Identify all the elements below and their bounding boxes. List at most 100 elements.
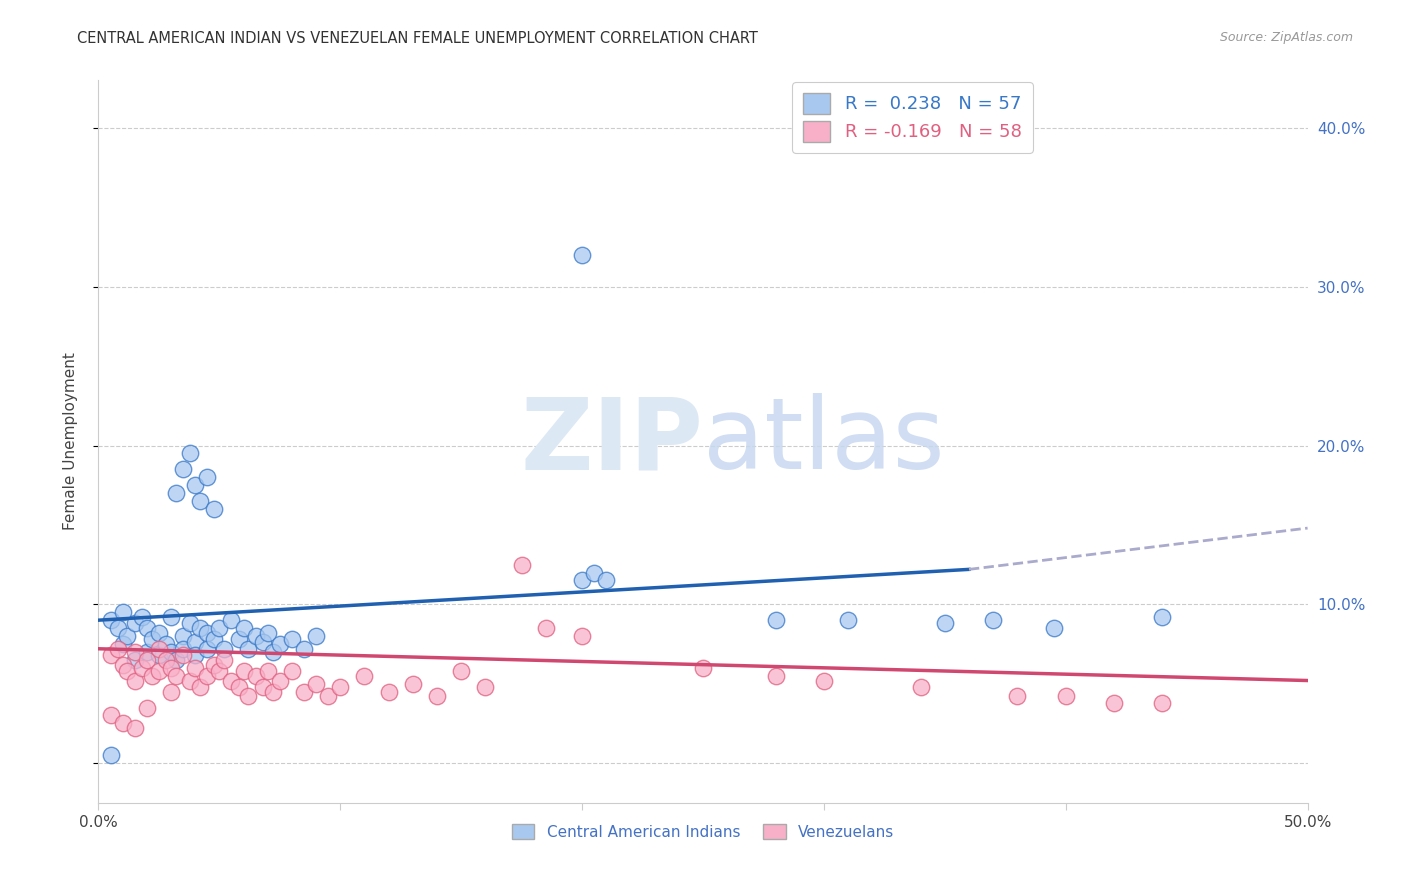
Point: [252, 680, 274, 694]
Point: [179, 616, 201, 631]
Point: [981, 613, 1004, 627]
Point: [1152, 696, 1174, 710]
Point: [269, 673, 291, 688]
Point: [402, 676, 425, 690]
Point: [204, 657, 226, 672]
Point: [583, 566, 606, 580]
Point: [245, 629, 267, 643]
Point: [172, 648, 194, 662]
Point: [131, 610, 153, 624]
Point: [1007, 690, 1029, 704]
Point: [188, 680, 211, 694]
Point: [148, 641, 170, 656]
Point: [595, 574, 617, 588]
Point: [256, 626, 278, 640]
Point: [305, 629, 328, 643]
Point: [228, 632, 250, 647]
Point: [111, 716, 134, 731]
Point: [571, 629, 593, 643]
Point: [172, 629, 194, 643]
Point: [124, 616, 146, 631]
Point: [124, 645, 146, 659]
Point: [195, 641, 218, 656]
Text: CENTRAL AMERICAN INDIAN VS VENEZUELAN FEMALE UNEMPLOYMENT CORRELATION CHART: CENTRAL AMERICAN INDIAN VS VENEZUELAN FE…: [77, 31, 758, 46]
Point: [232, 664, 254, 678]
Point: [204, 632, 226, 647]
Point: [135, 700, 157, 714]
Legend: Central American Indians, Venezuelans: Central American Indians, Venezuelans: [505, 818, 901, 846]
Point: [172, 641, 194, 656]
Point: [450, 664, 472, 678]
Point: [765, 669, 787, 683]
Point: [141, 669, 163, 683]
Point: [238, 641, 260, 656]
Y-axis label: Female Unemployment: Female Unemployment: [63, 352, 77, 531]
Point: [1042, 621, 1064, 635]
Point: [100, 748, 122, 763]
Point: [179, 673, 201, 688]
Point: [910, 680, 932, 694]
Point: [426, 690, 449, 704]
Point: [269, 637, 291, 651]
Point: [1102, 696, 1125, 710]
Point: [221, 673, 243, 688]
Point: [305, 676, 328, 690]
Point: [124, 673, 146, 688]
Point: [184, 635, 207, 649]
Point: [245, 669, 267, 683]
Point: [184, 478, 207, 492]
Point: [212, 653, 235, 667]
Point: [221, 613, 243, 627]
Point: [111, 657, 134, 672]
Point: [107, 641, 129, 656]
Point: [765, 613, 787, 627]
Point: [111, 637, 134, 651]
Point: [204, 502, 226, 516]
Point: [510, 558, 533, 572]
Point: [534, 621, 557, 635]
Point: [316, 690, 339, 704]
Point: [571, 248, 593, 262]
Text: ZIP: ZIP: [520, 393, 703, 490]
Point: [135, 621, 157, 635]
Point: [353, 669, 375, 683]
Point: [228, 680, 250, 694]
Point: [148, 664, 170, 678]
Point: [292, 641, 315, 656]
Point: [262, 684, 284, 698]
Point: [571, 574, 593, 588]
Point: [100, 613, 122, 627]
Point: [212, 641, 235, 656]
Point: [1152, 610, 1174, 624]
Point: [100, 648, 122, 662]
Point: [195, 470, 218, 484]
Point: [160, 610, 183, 624]
Point: [692, 661, 714, 675]
Point: [148, 648, 170, 662]
Point: [131, 661, 153, 675]
Point: [165, 669, 187, 683]
Point: [195, 669, 218, 683]
Point: [172, 462, 194, 476]
Point: [195, 626, 218, 640]
Point: [256, 664, 278, 678]
Point: [252, 635, 274, 649]
Point: [107, 621, 129, 635]
Point: [135, 653, 157, 667]
Point: [165, 653, 187, 667]
Point: [184, 648, 207, 662]
Point: [837, 613, 859, 627]
Point: [238, 690, 260, 704]
Point: [184, 661, 207, 675]
Point: [179, 446, 201, 460]
Point: [281, 664, 304, 678]
Point: [148, 626, 170, 640]
Point: [813, 673, 835, 688]
Point: [124, 721, 146, 735]
Point: [135, 645, 157, 659]
Point: [160, 661, 183, 675]
Point: [934, 616, 956, 631]
Point: [100, 708, 122, 723]
Text: Source: ZipAtlas.com: Source: ZipAtlas.com: [1219, 31, 1353, 45]
Point: [329, 680, 352, 694]
